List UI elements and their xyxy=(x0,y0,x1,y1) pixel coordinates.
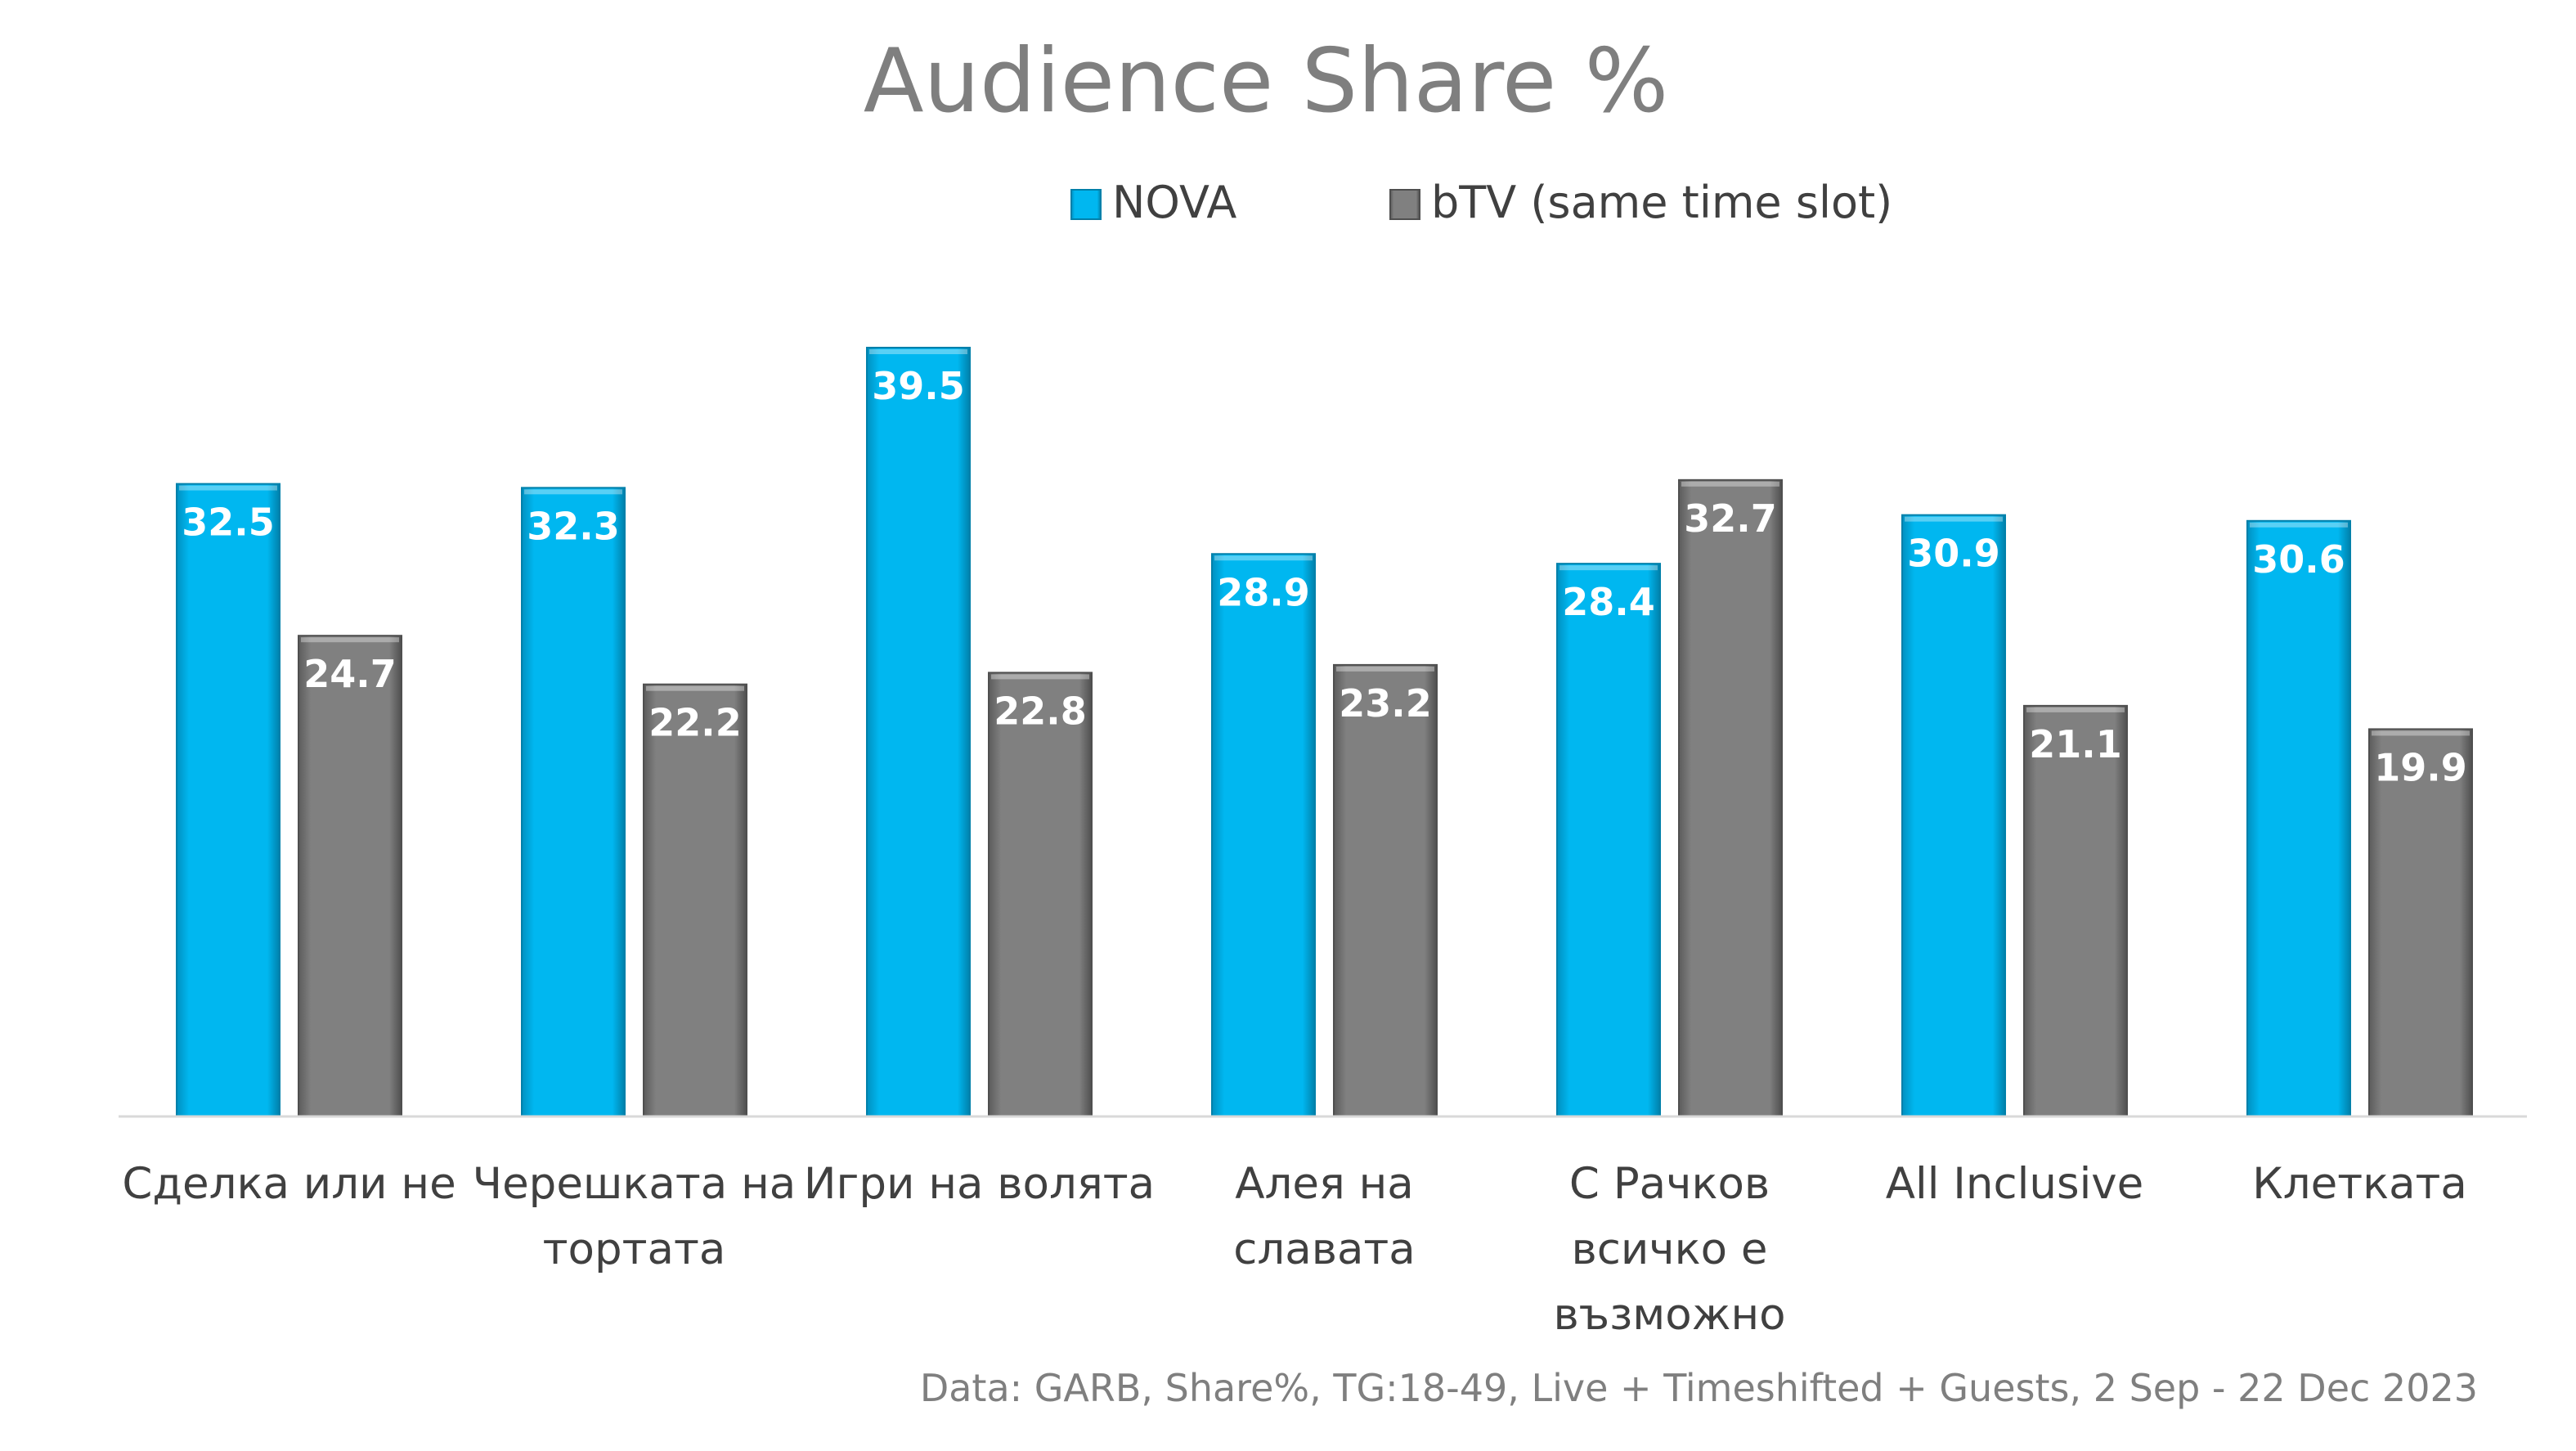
bar-highlight-btv-4 xyxy=(1681,481,1779,487)
bar-highlight-btv-0 xyxy=(301,637,399,643)
value-label-btv-3: 23.2 xyxy=(1339,681,1432,726)
value-label-nova-3: 28.9 xyxy=(1217,570,1310,614)
bar-nova-6 xyxy=(2246,519,2351,1117)
legend-label-nova: NOVA xyxy=(1112,177,1236,228)
legend-swatch-btv xyxy=(1389,189,1420,220)
bar-btv-3 xyxy=(1333,663,1438,1117)
value-label-nova-4: 28.4 xyxy=(1562,580,1655,624)
bar-highlight-nova-6 xyxy=(2250,522,2348,528)
bar-nova-4 xyxy=(1556,563,1661,1117)
value-labels-layer: 32.5 32.3 39.5 28.9 28.4 30.9 30.6 24.7 22.2 22.8… xyxy=(182,364,2467,789)
bar-highlight-nova-1 xyxy=(524,489,622,495)
bar-highlight-btv-1 xyxy=(646,685,744,691)
legend-label-btv: bTV (same time slot) xyxy=(1431,177,1892,228)
bar-nova-5 xyxy=(1901,514,2006,1117)
bar-btv-6 xyxy=(2368,728,2473,1117)
bar-btv-5 xyxy=(2023,704,2128,1117)
bar-nova-3 xyxy=(1211,553,1316,1117)
legend: NOVA bTV (same time slot) xyxy=(1070,177,1892,228)
value-label-btv-4: 32.7 xyxy=(1684,496,1777,541)
category-label-0: Сделка или не xyxy=(122,1159,456,1209)
value-label-nova-6: 30.6 xyxy=(2252,537,2345,582)
value-label-btv-1: 22.2 xyxy=(648,701,742,745)
value-label-btv-0: 24.7 xyxy=(303,652,397,696)
value-label-nova-0: 32.5 xyxy=(182,501,275,545)
value-label-nova-1: 32.3 xyxy=(527,504,620,548)
bar-highlight-btv-5 xyxy=(2026,707,2125,712)
bar-highlight-btv-6 xyxy=(2372,730,2470,736)
category-label-6: Клетката xyxy=(2252,1159,2467,1209)
category-label-4: С Рачков всичко е възможно xyxy=(1553,1159,1785,1340)
value-label-btv-2: 22.8 xyxy=(994,689,1087,733)
bars-layer xyxy=(176,347,2473,1117)
value-label-nova-2: 39.5 xyxy=(872,364,965,408)
value-label-nova-5: 30.9 xyxy=(1907,532,2000,576)
bar-nova-0 xyxy=(176,483,280,1117)
bar-highlight-nova-4 xyxy=(1560,565,1658,571)
bar-btv-0 xyxy=(298,635,402,1117)
source-note: Data: GARB, Share%, TG:18-49, Live + Tim… xyxy=(920,1366,2478,1410)
bar-nova-1 xyxy=(521,487,626,1117)
category-label-1: Черешката на тортата xyxy=(473,1159,797,1274)
bar-highlight-btv-3 xyxy=(1336,666,1434,672)
value-label-btv-5: 21.1 xyxy=(2029,722,2122,766)
chart-title: Audience Share % xyxy=(864,30,1669,133)
bar-highlight-nova-0 xyxy=(179,485,277,491)
bar-btv-4 xyxy=(1678,478,1783,1117)
bar-highlight-nova-5 xyxy=(1905,516,2003,522)
category-label-5: All Inclusive xyxy=(1886,1159,2144,1209)
category-label-2: Игри на волята xyxy=(804,1159,1155,1209)
value-label-btv-6: 19.9 xyxy=(2374,745,2467,789)
category-label-3: Алея на славата xyxy=(1233,1159,1416,1274)
bar-btv-2 xyxy=(988,672,1093,1117)
legend-swatch-nova xyxy=(1070,189,1102,220)
bar-highlight-nova-2 xyxy=(869,349,967,354)
bar-nova-2 xyxy=(866,347,971,1117)
bar-btv-1 xyxy=(643,683,747,1117)
bar-highlight-nova-3 xyxy=(1214,555,1313,561)
bar-highlight-btv-2 xyxy=(991,674,1089,680)
